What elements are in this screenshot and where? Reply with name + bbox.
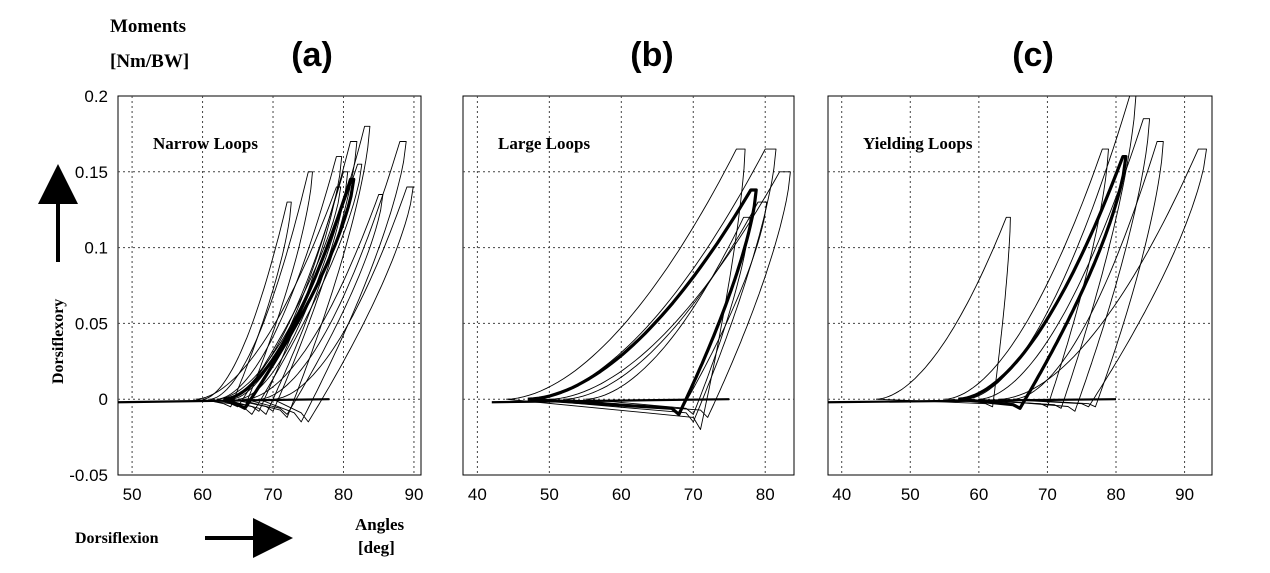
y-tick-label: 0.1 [84, 239, 108, 258]
series-group [491, 148, 791, 430]
x-tick-label: 90 [404, 485, 423, 504]
loop-trace [563, 201, 768, 415]
plot-area [827, 95, 1213, 476]
x-tick-label: 50 [540, 485, 559, 504]
x-side-label-text: Dorsiflexion [75, 530, 159, 547]
x-tick-label: 50 [123, 485, 142, 504]
loop-trace [258, 141, 407, 423]
x-tick-label: 70 [1038, 485, 1057, 504]
loop-trace [272, 186, 414, 423]
x-axis-title-line2: [deg] [358, 538, 395, 557]
loop-trace [527, 148, 777, 423]
x-side-label: Dorsiflexion [75, 518, 293, 558]
mean-loop-trace [527, 188, 758, 416]
panel-a: 50 60 70 80 90 -0.05 0 0.05 0.1 0.15 0.2 (a) Narrow … [69, 36, 423, 504]
y-axis-title-line1: Moments [110, 16, 186, 37]
y-tick-label: 0 [99, 390, 108, 409]
loop-trace [216, 163, 363, 415]
loop-trace [244, 194, 384, 415]
panel-annotation: Large Loops [498, 134, 590, 153]
y-side-label: Dorsiflexory [38, 164, 78, 384]
x-tick-label: 60 [193, 485, 212, 504]
loop-trace [549, 171, 791, 418]
loop-trace [944, 148, 1109, 408]
y-tick-label: 0.15 [75, 163, 108, 182]
panel-c: 40 50 60 70 80 90 (c) Yielding Loops [827, 36, 1213, 504]
panel-b: 40 50 60 70 80 (b) Large Loops [462, 36, 795, 504]
loop-trace [195, 186, 342, 408]
panel-label: (a) [291, 36, 333, 74]
loop-trace [209, 171, 313, 408]
loop-trace [1013, 141, 1164, 408]
loop-trace [216, 156, 343, 412]
x-tick-label: 80 [1107, 485, 1126, 504]
plot-area [117, 95, 422, 476]
y-tick-label: 0.05 [75, 314, 108, 333]
panel-label: (b) [630, 36, 673, 74]
loop-trace [506, 148, 746, 430]
plot-area [462, 95, 795, 476]
x-tick-label: 40 [468, 485, 487, 504]
y-tick-label: 0.2 [84, 87, 108, 106]
panel-annotation: Yielding Loops [863, 134, 973, 153]
x-tick-label: 90 [1175, 485, 1194, 504]
loop-trace [999, 148, 1207, 408]
series-group [118, 125, 414, 423]
series-group [828, 96, 1207, 412]
panel-label: (c) [1012, 36, 1054, 74]
loop-trace [202, 201, 292, 408]
panel-annotation: Narrow Loops [153, 134, 258, 153]
loop-trace [875, 216, 1011, 408]
x-tick-label: 70 [684, 485, 703, 504]
x-tick-label: 80 [334, 485, 353, 504]
mean-loop-trace [958, 155, 1128, 410]
y-axis-title-line2: [Nm/BW] [110, 51, 189, 72]
x-tick-label: 60 [612, 485, 631, 504]
x-tick-label: 60 [969, 485, 988, 504]
x-tick-label: 40 [832, 485, 851, 504]
x-axis-title-line1: Angles [355, 515, 405, 534]
y-tick-label: -0.05 [69, 466, 108, 485]
x-tick-label: 70 [264, 485, 283, 504]
y-side-label-text: Dorsiflexory [50, 299, 67, 384]
mean-loop-trace [223, 177, 356, 410]
loop-trace [978, 118, 1151, 412]
x-tick-label: 80 [756, 485, 775, 504]
loop-trace [237, 125, 371, 418]
x-tick-label: 50 [901, 485, 920, 504]
